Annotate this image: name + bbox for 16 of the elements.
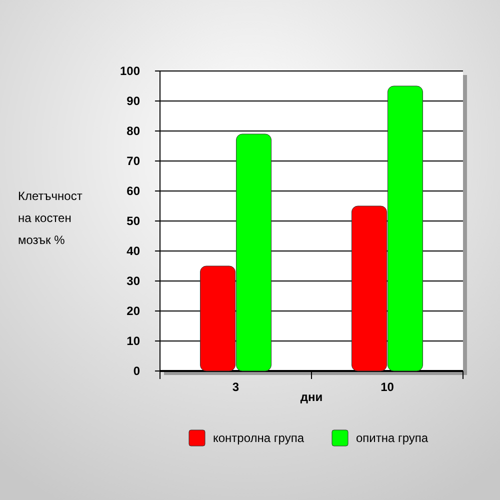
- legend-label: контролна група: [213, 431, 304, 446]
- y-tick-label: 90: [126, 94, 140, 108]
- y-tick-label: 40: [126, 244, 140, 258]
- y-tick-label: 20: [126, 304, 140, 318]
- y-axis-title: Клетъчност на костен мозък %: [18, 189, 83, 247]
- y-tick-label: 50: [126, 214, 140, 228]
- y-tick-label: 10: [126, 334, 140, 348]
- legend-label: опитна група: [356, 431, 428, 446]
- x-axis-title: дни: [300, 390, 323, 404]
- y-tick-label: 30: [126, 274, 140, 288]
- y-tick-label: 60: [126, 184, 140, 198]
- y-tick-label: 80: [126, 124, 140, 138]
- x-tick-label: 3: [232, 380, 240, 394]
- y-tick-label: 70: [126, 154, 140, 168]
- y-tick-label: 100: [120, 64, 140, 78]
- y-tick-label: 0: [133, 364, 140, 378]
